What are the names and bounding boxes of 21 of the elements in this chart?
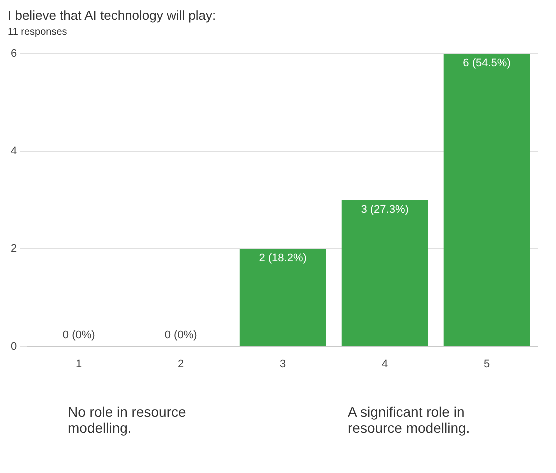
- chart-subtitle: 11 responses: [8, 27, 68, 38]
- bar: [342, 200, 428, 346]
- text: A significant role in resource modelling.: [348, 404, 472, 436]
- data-label: 3 (27.3%): [361, 204, 409, 216]
- chart-title: I believe that AI technology will play:: [8, 8, 218, 23]
- data-label: 2 (18.2%): [259, 252, 307, 265]
- y-tick-label: 0: [10, 340, 18, 353]
- data-label: 0 (0%): [164, 329, 198, 342]
- x-tick-label: 2: [178, 358, 184, 370]
- x-tick-label: 4: [382, 358, 388, 370]
- text: No role in resource modelling.: [68, 404, 188, 436]
- y-tick-label: 2: [10, 243, 18, 256]
- x-tick-label: 5: [484, 358, 490, 370]
- y-tick-label: 6: [10, 48, 18, 60]
- x-tick-label: 1: [76, 358, 82, 370]
- y-tick-label: 4: [10, 146, 18, 158]
- bar: [444, 54, 530, 346]
- bar: [240, 249, 326, 346]
- data-label: 6 (54.5%): [463, 58, 511, 70]
- data-label: 0 (0%): [62, 329, 96, 342]
- x-tick-label: 3: [280, 358, 286, 370]
